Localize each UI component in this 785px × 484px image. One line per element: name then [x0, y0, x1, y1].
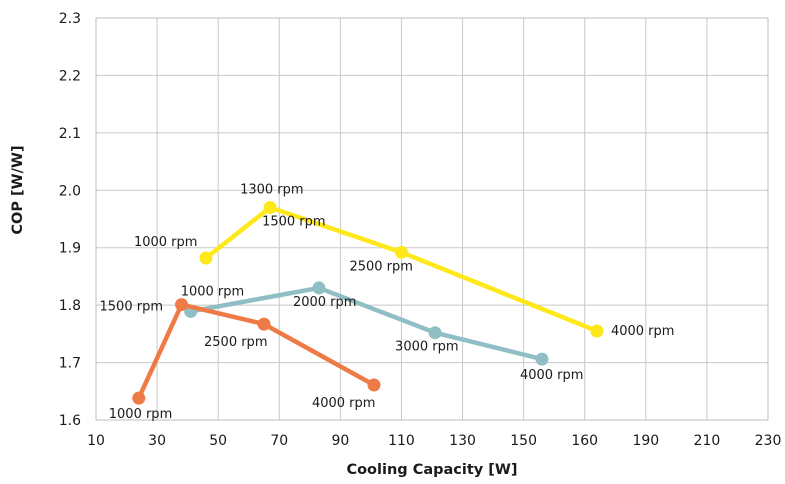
data-point: [263, 201, 277, 215]
x-tick-label: 190: [632, 433, 659, 449]
data-point-label: 1500 rpm: [262, 215, 325, 230]
data-point-label: 1000 rpm: [109, 407, 172, 422]
data-point: [312, 281, 326, 295]
data-point-label: 1000 rpm: [134, 235, 197, 250]
data-point-label: 1300 rpm: [240, 183, 303, 198]
data-point: [199, 251, 213, 265]
data-point-label: 2000 rpm: [293, 295, 356, 310]
x-axis-title: Cooling Capacity [W]: [346, 462, 517, 478]
plot-area: [95, 17, 769, 421]
y-tick-label: 1.7: [59, 356, 81, 372]
x-tick-label: 230: [755, 433, 782, 449]
data-point: [428, 326, 442, 340]
data-point-label: 2500 rpm: [204, 335, 267, 350]
data-point-label: 3000 rpm: [395, 340, 458, 355]
series-line-1: [203, 205, 600, 334]
y-tick-label: 2.1: [59, 126, 81, 142]
series-line-3: [136, 302, 377, 401]
y-axis-ticks: 1.6 1.7 1.8 1.9 2.0 2.1 2.2 2.3: [59, 11, 81, 429]
data-point: [257, 317, 271, 331]
x-tick-label: 150: [510, 433, 537, 449]
x-axis-ticks: 10 30 50 70 90 110 130 150 160 190 210 230: [87, 433, 781, 449]
x-tick-label: 30: [148, 433, 166, 449]
y-tick-label: 2.0: [59, 183, 81, 199]
data-point-label: 4000 rpm: [611, 324, 674, 339]
x-tick-label: 10: [87, 433, 105, 449]
y-tick-label: 2.2: [59, 68, 81, 84]
y-axis-title: COP [W/W]: [10, 145, 26, 234]
data-point: [590, 324, 604, 338]
data-point-label: 1000 rpm: [181, 284, 244, 299]
y-tick-label: 1.6: [59, 413, 81, 429]
y-tick-label: 1.8: [59, 298, 81, 314]
data-point-label: 4000 rpm: [312, 396, 375, 411]
grid-lines: [95, 17, 769, 421]
x-tick-label: 50: [209, 433, 227, 449]
x-tick-label: 160: [571, 433, 598, 449]
data-point-label: 4000 rpm: [520, 368, 583, 383]
data-point: [367, 378, 381, 392]
point-labels: 1000 rpm 1300 rpm 2500 rpm 4000 rpm 1500 rpm…: [100, 183, 675, 423]
data-point: [175, 298, 189, 312]
x-tick-label: 90: [331, 433, 349, 449]
y-tick-label: 2.3: [59, 11, 81, 27]
data-point: [394, 245, 408, 259]
y-tick-label: 1.9: [59, 241, 81, 257]
series-group: [132, 201, 604, 405]
x-tick-label: 130: [449, 433, 476, 449]
x-tick-label: 70: [270, 433, 288, 449]
series-line-2: [188, 285, 545, 362]
x-tick-label: 110: [388, 433, 415, 449]
data-point-label: 1500 rpm: [100, 300, 163, 315]
x-tick-label: 210: [694, 433, 721, 449]
data-point: [535, 352, 549, 366]
data-point-label: 2500 rpm: [349, 259, 412, 274]
data-point: [132, 391, 146, 405]
